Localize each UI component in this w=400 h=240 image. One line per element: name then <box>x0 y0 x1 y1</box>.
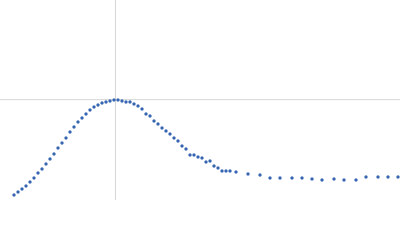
data-point <box>68 130 72 134</box>
data-point <box>300 176 304 180</box>
data-point <box>220 169 224 173</box>
data-point <box>84 112 88 116</box>
data-point <box>396 175 400 179</box>
data-point <box>120 99 124 103</box>
data-point <box>364 175 368 179</box>
data-point <box>20 187 24 191</box>
data-point <box>196 155 200 159</box>
data-point <box>192 153 196 157</box>
data-point <box>216 166 220 170</box>
data-point <box>258 173 262 177</box>
data-point <box>148 114 152 118</box>
data-point <box>268 176 272 180</box>
data-point <box>80 116 84 120</box>
data-point <box>208 159 212 163</box>
data-point <box>354 178 358 182</box>
data-point <box>28 180 32 184</box>
data-point <box>112 98 116 102</box>
data-point <box>96 103 100 107</box>
data-point <box>108 99 112 103</box>
chart <box>0 0 400 200</box>
data-point <box>180 144 184 148</box>
data-point <box>116 98 120 102</box>
data-point <box>204 160 208 164</box>
data-point <box>386 175 390 179</box>
data-point <box>290 176 294 180</box>
data-point <box>234 170 238 174</box>
data-point <box>140 107 144 111</box>
data-point <box>164 129 168 133</box>
data-point <box>152 119 156 123</box>
data-point <box>176 139 180 143</box>
data-point <box>246 172 250 176</box>
data-point <box>36 171 40 175</box>
data-point <box>200 156 204 160</box>
data-point <box>228 169 232 173</box>
data-point <box>92 105 96 109</box>
data-point <box>320 178 324 182</box>
data-point <box>124 100 128 104</box>
data-point <box>342 178 346 182</box>
data-point <box>100 101 104 105</box>
data-point <box>44 162 48 166</box>
data-point <box>332 177 336 181</box>
data-point <box>128 100 132 104</box>
data-point <box>88 108 92 112</box>
data-point <box>40 167 44 171</box>
page: (() => { const data = JSON.parse(documen… <box>0 0 400 200</box>
data-point <box>76 120 80 124</box>
data-point <box>136 104 140 108</box>
data-point <box>52 152 56 156</box>
data-point <box>160 126 164 130</box>
data-point <box>278 176 282 180</box>
data-point <box>64 136 68 140</box>
data-point <box>32 176 36 180</box>
data-point <box>16 190 20 194</box>
data-point <box>310 177 314 181</box>
data-point <box>48 157 52 161</box>
data-point <box>104 100 108 104</box>
data-point <box>132 102 136 106</box>
data-point <box>56 146 60 150</box>
data-point <box>60 141 64 145</box>
data-point <box>156 122 160 126</box>
data-point <box>168 132 172 136</box>
data-point <box>144 112 148 116</box>
data-point <box>12 193 16 197</box>
data-point <box>224 169 228 173</box>
data-point <box>376 175 380 179</box>
data-point <box>184 147 188 151</box>
data-point <box>172 136 176 140</box>
data-point <box>188 153 192 157</box>
data-point <box>72 125 76 129</box>
data-point <box>24 184 28 188</box>
data-point <box>212 164 216 168</box>
